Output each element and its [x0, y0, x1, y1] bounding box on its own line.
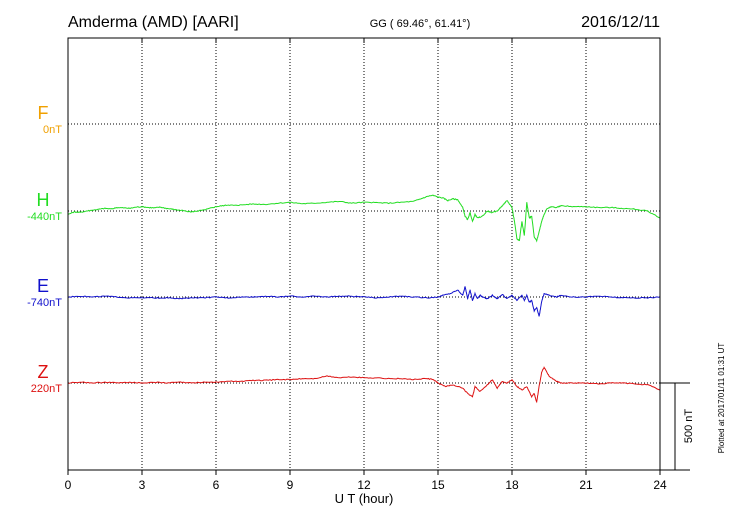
series-line-E	[67, 286, 661, 317]
x-axis: 0 3 6 9 12 15 18 21 24	[65, 38, 667, 492]
x-tick-label: 6	[213, 478, 220, 492]
series-baseline-Z: 220nT	[31, 383, 62, 395]
series-baseline-E: -740nT	[27, 297, 62, 309]
series-line-H	[67, 194, 661, 243]
series-name-H: H	[37, 190, 50, 210]
series-name-Z: Z	[38, 362, 49, 382]
x-tick-label: 9	[287, 478, 294, 492]
x-tick-label: 12	[357, 478, 371, 492]
plotted-timestamp: Plotted at 2017/01/11 01:31 UT	[717, 343, 726, 454]
x-tick-label: 18	[505, 478, 519, 492]
scale-bar-label: 500 nT	[683, 409, 695, 444]
plot-date: 2016/12/11	[581, 14, 660, 31]
series-name-E: E	[37, 276, 49, 296]
series-baseline-H: -440nT	[27, 211, 62, 223]
geo-coords: GG ( 69.46°, 61.41°)	[370, 18, 471, 30]
x-tick-label: 3	[139, 478, 146, 492]
x-tick-label: 24	[653, 478, 667, 492]
x-tick-label: 21	[579, 478, 593, 492]
series-group	[67, 194, 661, 404]
series-name-F: F	[38, 103, 49, 123]
series-baseline-F: 0nT	[43, 124, 62, 136]
x-tick-label: 15	[431, 478, 445, 492]
series-line-Z	[68, 366, 661, 404]
station-title: Amderma (AMD) [AARI]	[68, 14, 239, 31]
grid	[68, 38, 660, 470]
x-axis-label: U T (hour)	[335, 491, 394, 506]
scale-bar: 500 nT	[660, 382, 695, 471]
x-tick-label: 0	[65, 478, 72, 492]
